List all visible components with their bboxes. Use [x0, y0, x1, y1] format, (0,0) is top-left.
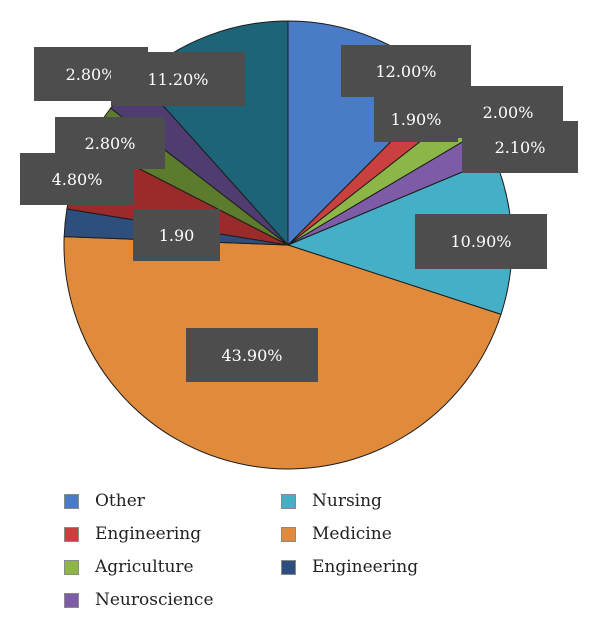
data-label-slice-11: 11.20% — [111, 52, 245, 106]
legend-item-medicine: Medicine — [281, 523, 392, 545]
legend-swatch — [281, 493, 296, 509]
legend-label: Engineering — [312, 557, 419, 577]
legend-label: Medicine — [312, 524, 392, 544]
legend-swatch — [64, 526, 79, 542]
data-label-other: 12.00% — [341, 45, 471, 97]
legend-label: Nursing — [312, 491, 382, 511]
legend-item-engineering-2: Engineering — [281, 556, 418, 578]
legend-item-other: Other — [64, 490, 145, 512]
legend-item-agriculture: Agriculture — [64, 556, 194, 578]
legend-swatch — [64, 493, 79, 509]
legend-swatch — [64, 592, 79, 608]
legend-swatch — [281, 526, 296, 542]
data-label-medicine: 43.90% — [186, 328, 318, 382]
legend-item-neuroscience: Neuroscience — [64, 589, 214, 611]
legend-label: Engineering — [95, 524, 202, 544]
legend-swatch — [64, 559, 79, 575]
data-label-nursing: 10.90% — [415, 214, 547, 269]
legend-item-engineering: Engineering — [64, 523, 201, 545]
legend-swatch — [281, 559, 296, 575]
data-label-neuroscience: 2.10% — [462, 121, 578, 173]
data-label-engineering-2: 1.90 — [133, 209, 220, 261]
data-label-agriculture-2: 2.80% — [55, 117, 165, 169]
legend-label: Neuroscience — [95, 590, 214, 610]
legend-label: Other — [95, 491, 145, 511]
legend-label: Agriculture — [95, 557, 194, 577]
data-label-engineering: 1.90% — [374, 96, 458, 142]
legend-item-nursing: Nursing — [281, 490, 382, 512]
